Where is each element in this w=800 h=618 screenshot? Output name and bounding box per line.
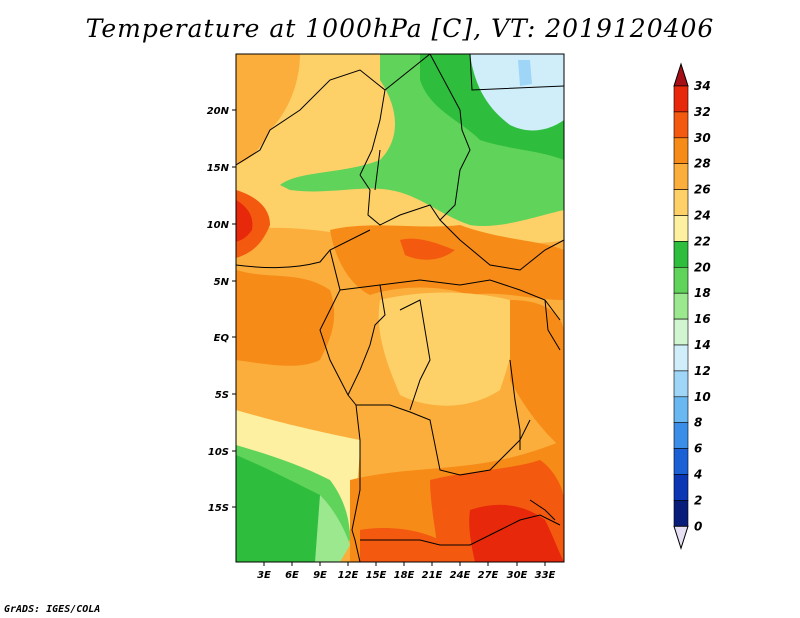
lat-label: 20N xyxy=(207,106,230,117)
colorbar-swatch xyxy=(673,241,689,268)
lon-label: 12E xyxy=(338,570,359,581)
colorbar-swatch xyxy=(673,500,689,527)
lon-label: 18E xyxy=(394,570,415,581)
colorbar-label: 16 xyxy=(694,312,711,326)
lon-label: 21E xyxy=(422,570,443,581)
colorbar-label: 14 xyxy=(694,338,711,352)
latitude-axis: 20N 15N 10N 5N EQ 5S 10S 15S xyxy=(207,106,236,514)
colorbar-swatch xyxy=(673,266,689,294)
colorbar-swatch xyxy=(673,292,689,320)
colorbar-label: 18 xyxy=(694,286,711,300)
colorbar-arrow-top xyxy=(673,62,689,87)
colorbar-label: 28 xyxy=(694,157,711,171)
colorbar-swatch xyxy=(673,370,689,398)
lon-label: 15E xyxy=(366,570,387,581)
colorbar-label: 24 xyxy=(694,209,711,223)
map-title: Temperature at 1000hPa [C], VT: 20191204… xyxy=(85,14,715,43)
colorbar-swatch xyxy=(673,137,689,165)
colorbar-label: 2 xyxy=(694,493,702,507)
colorbar-swatch xyxy=(673,448,689,475)
lat-label: 10N xyxy=(207,220,230,231)
lon-label: 9E xyxy=(313,570,327,581)
colorbar-label: 12 xyxy=(694,364,711,378)
lat-label: 10S xyxy=(208,447,229,458)
colorbar-label: 26 xyxy=(694,183,711,197)
temperature-field xyxy=(236,54,564,562)
colorbar-swatch xyxy=(673,396,689,423)
lon-label: 3E xyxy=(257,570,271,581)
grads-credit: GrADS: IGES/COLA xyxy=(4,604,101,615)
colorbar-swatch xyxy=(673,189,689,216)
colorbar-arrow-bottom xyxy=(673,525,689,550)
colorbar-label: 8 xyxy=(694,416,702,430)
colorbar-label: 20 xyxy=(694,260,711,274)
lat-label: EQ xyxy=(214,333,230,344)
colorbar-swatch xyxy=(673,318,689,346)
colorbar-swatch xyxy=(673,344,689,372)
lat-label: 5N xyxy=(214,277,230,288)
colorbar-swatch xyxy=(673,111,689,139)
colorbar-label: 22 xyxy=(694,234,711,248)
colorbar-label: 32 xyxy=(694,105,711,119)
country-borders xyxy=(236,54,564,562)
lat-label: 15N xyxy=(207,163,230,174)
map-frame xyxy=(235,53,565,563)
colorbar-label: 34 xyxy=(694,79,711,93)
colorbar-swatch xyxy=(673,85,689,113)
lon-label: 6E xyxy=(285,570,299,581)
lon-label: 24E xyxy=(450,570,471,581)
lon-label: 30E xyxy=(507,570,528,581)
colorbar-label: 10 xyxy=(694,390,711,404)
lon-label: 27E xyxy=(478,570,499,581)
colorbar-label: 4 xyxy=(693,468,702,482)
lat-label: 5S xyxy=(215,390,229,401)
longitude-axis: 3E 6E 9E 12E 15E 18E 21E 24E 27E 30E 33E xyxy=(257,562,556,581)
colorbar-label: 30 xyxy=(694,131,711,145)
colorbar-label: 0 xyxy=(694,519,702,533)
colorbar-swatch xyxy=(673,163,689,190)
colorbar-label: 6 xyxy=(694,442,702,456)
lon-label: 33E xyxy=(535,570,556,581)
lat-label: 15S xyxy=(208,503,229,514)
colorbar-swatch xyxy=(673,474,689,501)
colorbar-swatch xyxy=(673,422,689,449)
colorbar-swatch xyxy=(673,215,689,242)
